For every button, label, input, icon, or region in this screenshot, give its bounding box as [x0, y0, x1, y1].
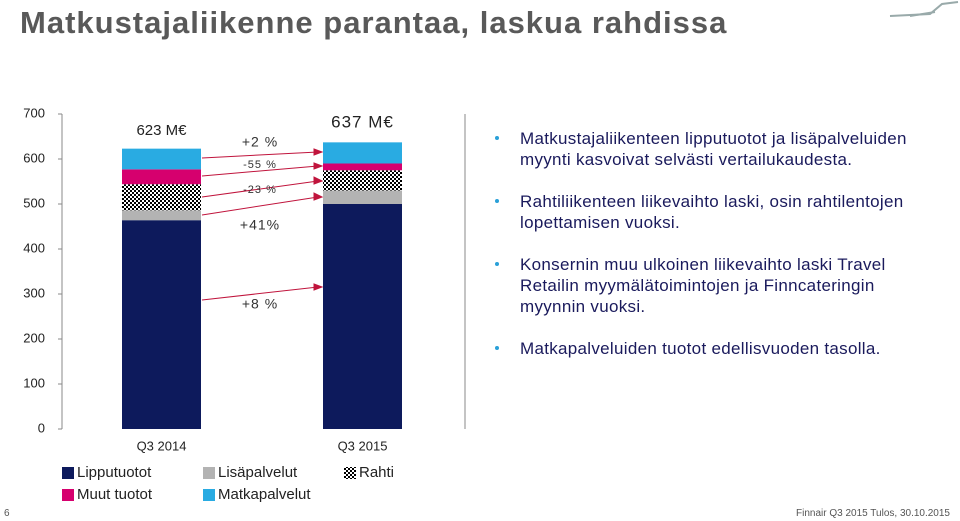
y-tick-label: 500	[23, 195, 45, 210]
y-tick-label: 700	[23, 105, 45, 120]
footer: Finnair Q3 2015 Tulos, 30.10.2015	[796, 508, 950, 519]
legend-marker	[203, 489, 215, 501]
bar-segment	[323, 142, 402, 164]
legend-marker	[344, 467, 356, 479]
y-tick-label: 100	[23, 375, 45, 390]
plot-frame	[61, 114, 466, 429]
x-tick-label: Q3 2014	[137, 438, 187, 453]
legend-marker	[62, 489, 74, 501]
bullet-list: Matkustajaliikenteen lipputuotot ja lisä…	[495, 128, 915, 380]
y-tick-label: 600	[23, 150, 45, 165]
bar-segment	[122, 148, 201, 170]
bullet: Matkustajaliikenteen lipputuotot ja lisä…	[495, 128, 915, 170]
legend-marker	[203, 467, 215, 479]
legend-label: Muut tuotot	[77, 486, 153, 503]
bar-segment	[323, 190, 402, 204]
total-label: 637 M€	[331, 112, 394, 131]
legend-marker	[62, 467, 74, 479]
legend-label: Matkapalvelut	[218, 486, 311, 503]
bar-segment	[122, 169, 201, 185]
chart: 0 100 200 300 400 500 600 700 Q3 2014 623 M€ Q3 20…	[23, 105, 466, 503]
change-label: +2 %	[242, 134, 278, 150]
y-tick-label: 400	[23, 240, 45, 255]
bullet: Matkapalveluiden tuotot edellisvuoden ta…	[495, 338, 915, 359]
change-label: -55 %	[243, 159, 277, 171]
y-tick-label: 300	[23, 285, 45, 300]
bar-segment	[122, 220, 201, 429]
change-label: +41%	[240, 217, 280, 233]
bullet: Konsernin muu ulkoinen liikevaihto laski…	[495, 254, 915, 317]
change-label: +8 %	[242, 296, 278, 312]
legend-label: Rahti	[359, 464, 394, 481]
bar-segment	[122, 184, 201, 211]
logo	[889, 1, 959, 17]
slide-title: Matkustajaliikenne parantaa, laskua rahd…	[20, 5, 728, 40]
bar-segment	[323, 204, 402, 429]
total-label: 623 M€	[136, 122, 187, 139]
y-tick-label: 200	[23, 330, 45, 345]
bar-segment	[122, 210, 201, 221]
legend-label: Lipputuotot	[77, 464, 152, 481]
bullet: Rahtiliikenteen liikevaihto laski, osin …	[495, 191, 915, 233]
bar-segment	[323, 163, 402, 171]
legend-label: Lisäpalvelut	[218, 464, 298, 481]
page-number: 6	[4, 508, 10, 519]
x-tick-label: Q3 2015	[338, 438, 388, 453]
bar-segment	[323, 170, 402, 191]
y-tick-label: 0	[38, 420, 45, 435]
change-label: -23 %	[243, 184, 277, 196]
change-arrows	[201, 148, 324, 301]
